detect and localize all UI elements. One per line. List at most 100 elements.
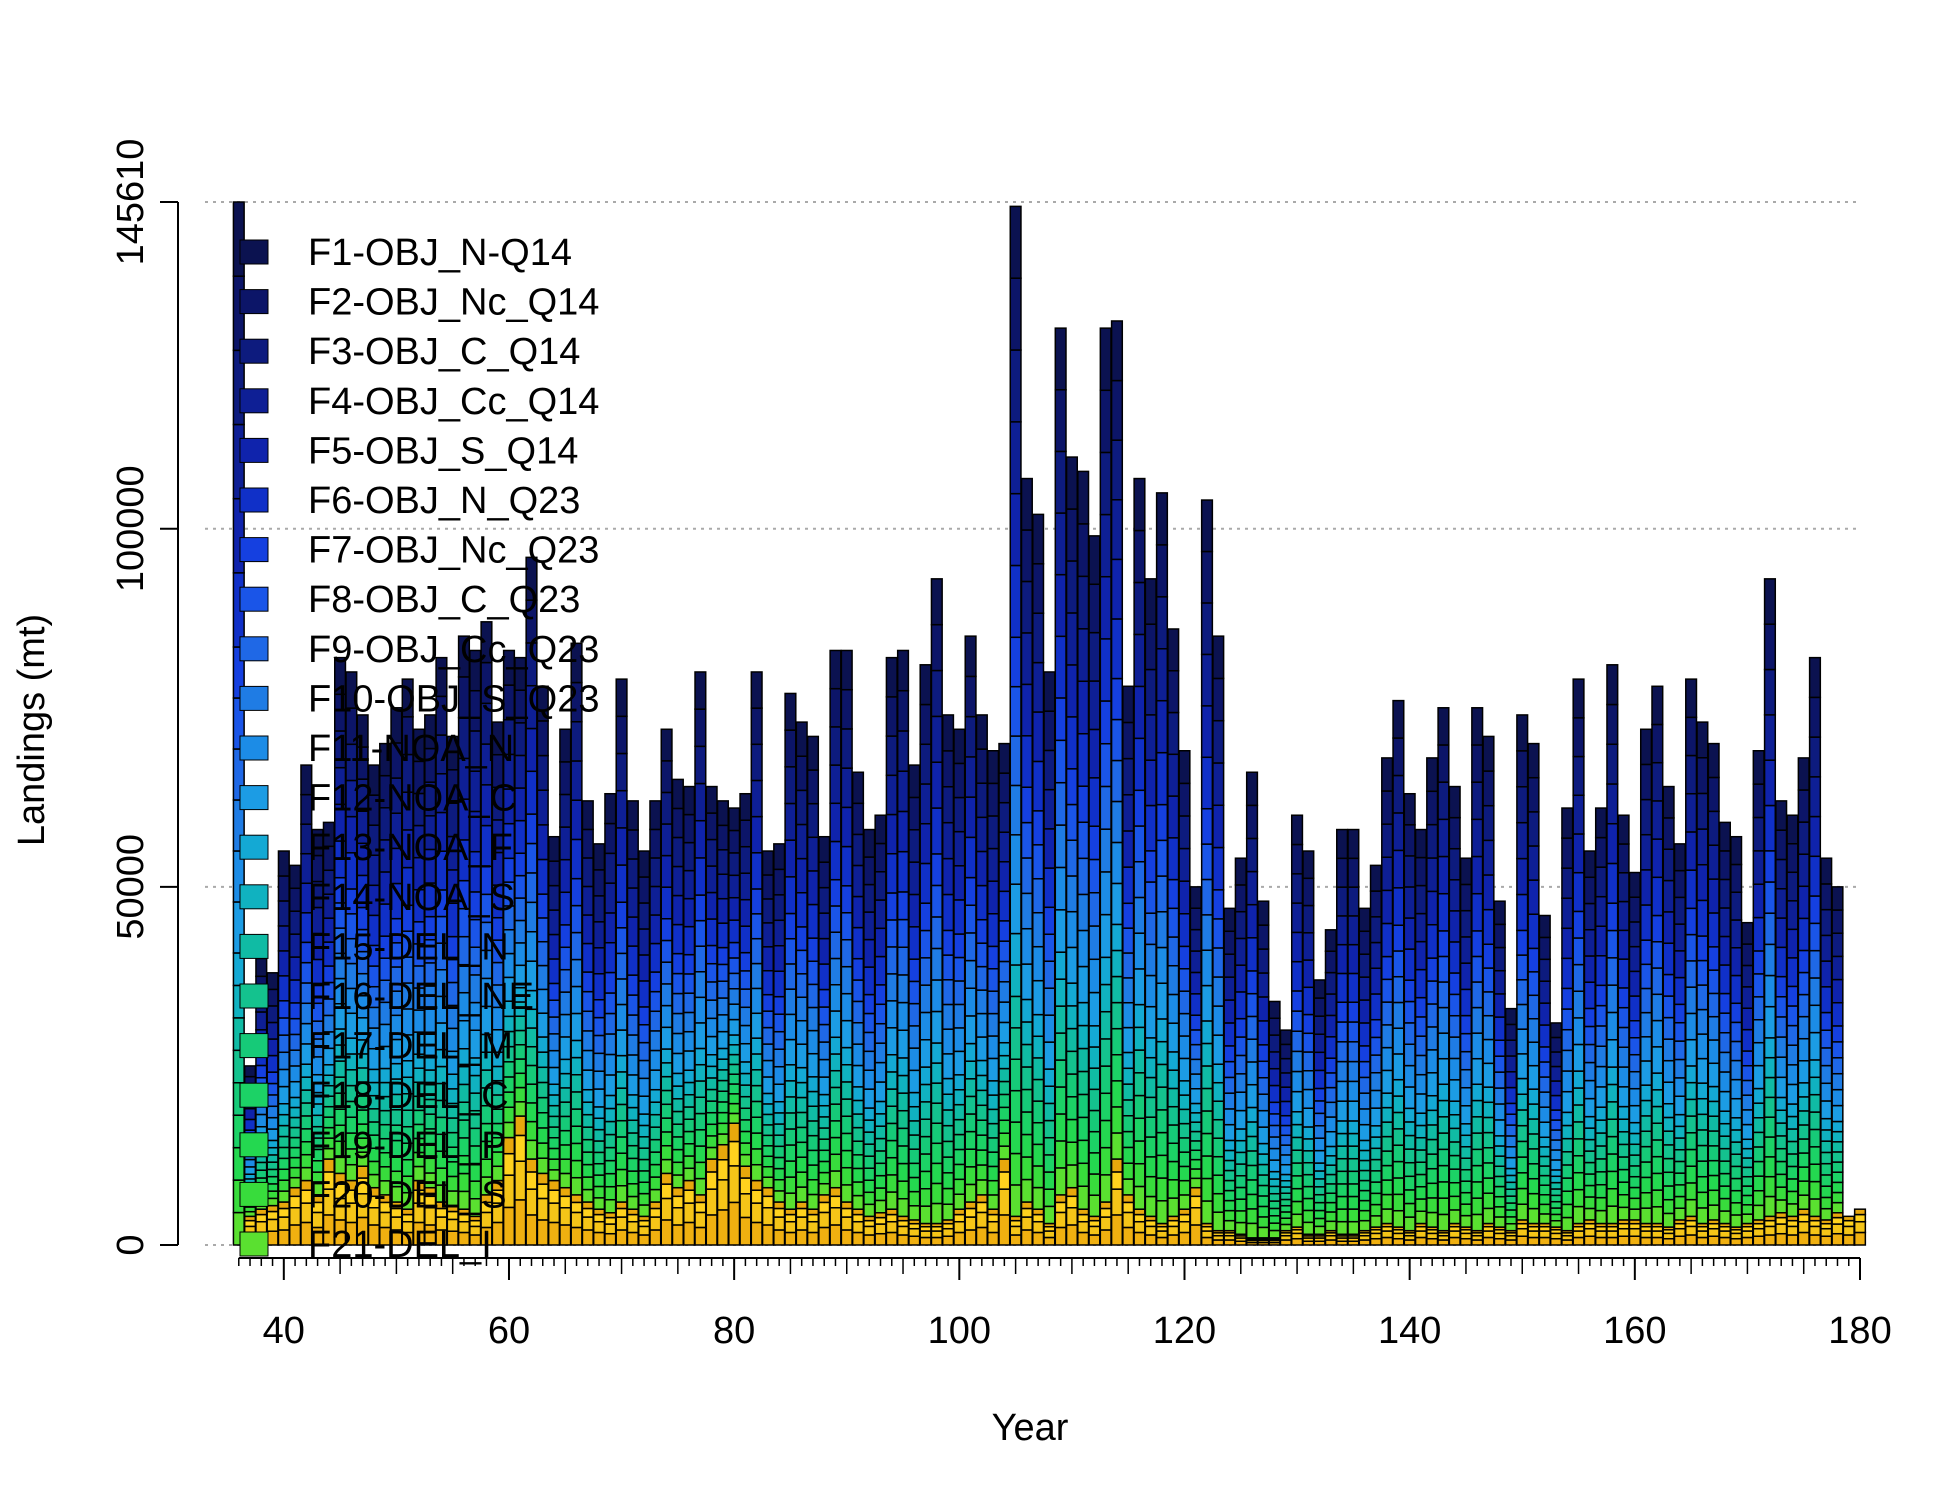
bar-segment	[1696, 1129, 1709, 1147]
bar-segment	[1538, 1121, 1551, 1139]
bar-segment	[1482, 908, 1495, 946]
bar-segment	[829, 1120, 842, 1139]
bar-segment	[1381, 889, 1394, 925]
bar-segment	[1110, 320, 1124, 382]
bar-stack	[1381, 757, 1394, 1246]
bar-segment	[1414, 1210, 1428, 1225]
bar-segment	[1549, 1207, 1563, 1216]
bar-segment	[761, 898, 775, 924]
bar-segment	[1268, 1178, 1281, 1188]
bar-segment	[525, 727, 538, 773]
bar-segment	[739, 1130, 752, 1144]
bar-segment	[592, 1106, 606, 1120]
bar-segment	[1426, 757, 1439, 793]
bar-segment	[1583, 1196, 1596, 1210]
bar-segment	[1482, 770, 1495, 807]
bar-stack	[649, 800, 662, 1246]
bar-segment	[288, 1186, 302, 1198]
bar-segment	[1797, 1060, 1810, 1084]
bar-segment	[1842, 1225, 1855, 1236]
bar-segment	[1167, 1105, 1180, 1126]
bar-stack	[1358, 907, 1371, 1246]
bar-segment	[908, 1227, 921, 1237]
bar-segment	[570, 760, 583, 801]
bar-segment	[1685, 933, 1698, 962]
bar-segment	[1718, 1147, 1731, 1162]
bar-segment	[1493, 1087, 1506, 1105]
bar-segment	[1639, 1115, 1653, 1133]
bar-segment	[1178, 1165, 1191, 1182]
bar-segment	[1347, 972, 1360, 1003]
bar-segment	[1313, 997, 1326, 1017]
bar-segment	[1763, 1005, 1777, 1039]
bar-segment	[1392, 1128, 1405, 1146]
bar-segment	[1414, 1136, 1428, 1151]
bar-segment	[930, 979, 943, 1013]
bar-segment	[1820, 1227, 1833, 1237]
bar-segment	[1369, 1072, 1382, 1092]
bar-segment	[1549, 1139, 1563, 1151]
bar-segment	[1043, 1136, 1056, 1156]
bar-segment	[683, 1221, 696, 1246]
bar-segment	[547, 1104, 561, 1118]
bar-segment	[1651, 1046, 1664, 1074]
bar-segment	[1268, 1034, 1281, 1053]
bar-segment	[1718, 907, 1731, 938]
bar-segment	[761, 1176, 775, 1189]
bar-segment	[1628, 1053, 1641, 1073]
bar-segment	[1741, 1204, 1754, 1215]
bar-segment	[1279, 1211, 1292, 1219]
bar-segment	[1583, 1127, 1596, 1141]
bar-segment	[885, 1027, 898, 1056]
bar-segment	[547, 1033, 561, 1052]
bar-segment	[1831, 1223, 1844, 1235]
y-tick-label: 50000	[110, 834, 152, 940]
bar-segment	[1009, 1219, 1022, 1228]
bar-segment	[1628, 1208, 1641, 1221]
bar-segment	[1167, 936, 1180, 967]
bar-segment	[570, 1201, 583, 1214]
bar-segment	[885, 813, 898, 855]
bar-segment	[964, 1166, 977, 1186]
bar-segment	[896, 1127, 910, 1147]
bar-segment	[863, 828, 876, 858]
bar-segment	[1448, 1114, 1461, 1130]
bar-segment	[1741, 1236, 1754, 1246]
bar-segment	[1009, 1089, 1022, 1123]
bar-segment	[851, 1231, 865, 1246]
bar-segment	[1032, 1231, 1045, 1246]
bar-segment	[1043, 1205, 1056, 1225]
bar-segment	[1020, 1111, 1033, 1136]
bar-segment	[1808, 1198, 1822, 1218]
bar-segment	[570, 838, 583, 880]
bar-segment	[851, 1113, 865, 1129]
bar-segment	[626, 1074, 639, 1096]
bar-segment	[806, 802, 820, 839]
bar-segment	[1133, 737, 1146, 792]
bar-segment	[1268, 1136, 1281, 1150]
bar-segment	[986, 815, 1000, 850]
bar-segment	[1662, 1016, 1675, 1040]
bar-segment	[1752, 750, 1765, 785]
bar-segment	[1594, 1145, 1608, 1160]
bar-segment	[1077, 1185, 1090, 1210]
bar-segment	[683, 841, 696, 872]
bar-segment	[1426, 1109, 1439, 1126]
bar-segment	[615, 1054, 628, 1073]
bar-segment	[1797, 821, 1810, 855]
bar-segment	[1617, 958, 1630, 989]
bar-segment	[1088, 1225, 1101, 1236]
bar-segment	[1662, 1038, 1675, 1062]
bar-segment	[1538, 914, 1551, 939]
bar-segment	[1290, 990, 1304, 1012]
bar-segment	[941, 1077, 955, 1095]
bar-segment	[986, 1231, 1000, 1246]
bar-segment	[604, 822, 617, 855]
bar-segment	[1493, 1135, 1506, 1147]
bar-segment	[761, 1059, 775, 1078]
bar-segment	[1122, 1226, 1135, 1246]
bar-segment	[671, 1186, 684, 1198]
bar-segment	[637, 1041, 651, 1062]
bar-segment	[1808, 736, 1822, 778]
bar-segment	[683, 1167, 696, 1182]
